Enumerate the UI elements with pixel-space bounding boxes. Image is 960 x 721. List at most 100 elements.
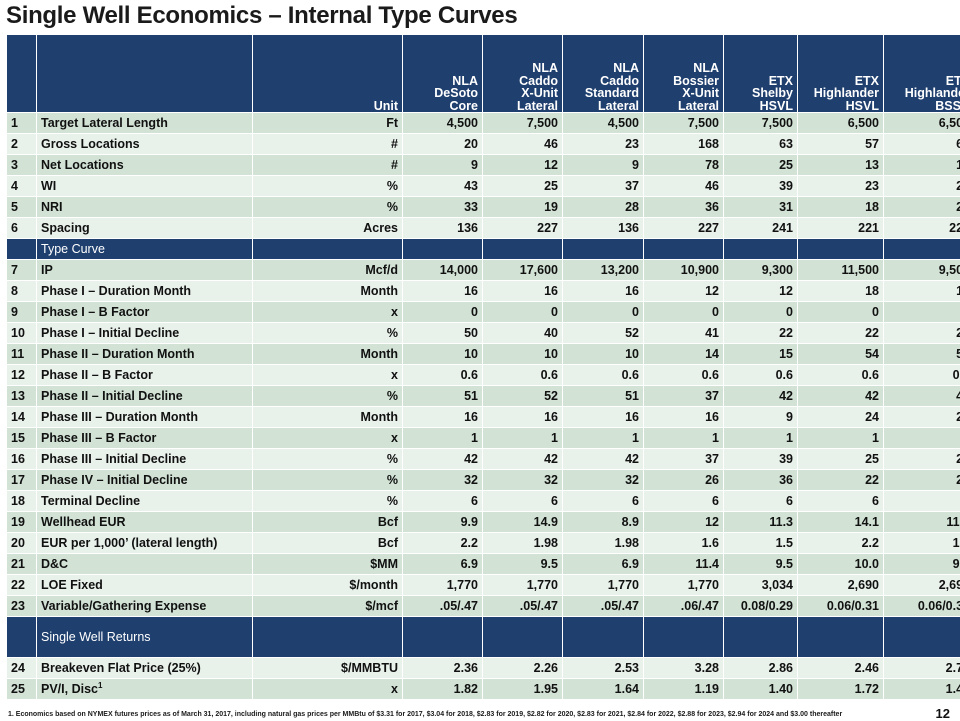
table-row: 6SpacingAcres136227136227241221223 <box>7 218 960 239</box>
row-value: 16 <box>483 281 563 302</box>
row-number: 13 <box>7 386 37 407</box>
row-value: 25 <box>798 449 884 470</box>
row-unit: % <box>253 449 403 470</box>
row-value: 7,500 <box>724 113 798 134</box>
row-value: 6 <box>644 491 724 512</box>
row-unit: % <box>253 470 403 491</box>
row-value: 26 <box>644 470 724 491</box>
row-value: 13,200 <box>563 260 644 281</box>
row-number: 4 <box>7 176 37 197</box>
row-unit: x <box>253 302 403 323</box>
row-value: 1,770 <box>563 575 644 596</box>
header-line: X-Unit <box>487 87 558 100</box>
row-label: Gross Locations <box>37 134 253 155</box>
row-value: 9 <box>724 407 798 428</box>
row-label-text: Phase II – Initial Decline <box>41 389 183 403</box>
row-value: 0 <box>644 302 724 323</box>
row-label-text: Phase I – Initial Decline <box>41 326 179 340</box>
row-number: 16 <box>7 449 37 470</box>
row-unit: $/mcf <box>253 596 403 617</box>
row-value: 9 <box>563 155 644 176</box>
row-value: 0 <box>403 302 483 323</box>
row-value: 9.9 <box>403 512 483 533</box>
row-label: Net Locations <box>37 155 253 176</box>
row-label-text: Wellhead EUR <box>41 515 126 529</box>
header-line: Standard <box>567 87 639 100</box>
row-label-text: NRI <box>41 200 63 214</box>
row-value: 10 <box>563 344 644 365</box>
row-unit: x <box>253 428 403 449</box>
row-value: 1.64 <box>563 679 644 700</box>
row-number: 8 <box>7 281 37 302</box>
row-number: 1 <box>7 113 37 134</box>
row-number: 12 <box>7 365 37 386</box>
row-value: 0.6 <box>798 365 884 386</box>
row-value: 10,900 <box>644 260 724 281</box>
row-label: Phase II – Initial Decline <box>37 386 253 407</box>
row-unit: Acres <box>253 218 403 239</box>
row-value: 2.36 <box>403 658 483 679</box>
row-value: 2.86 <box>724 658 798 679</box>
row-value: 23 <box>563 134 644 155</box>
section-cell <box>884 617 960 658</box>
header-line: DeSoto <box>407 87 478 100</box>
row-unit: Month <box>253 281 403 302</box>
row-value: 56 <box>884 344 960 365</box>
row-value: 65 <box>884 134 960 155</box>
row-value: 12 <box>644 281 724 302</box>
row-value: 22 <box>884 470 960 491</box>
row-value: 0.6 <box>884 365 960 386</box>
row-value: 0 <box>724 302 798 323</box>
row-value: 42 <box>798 386 884 407</box>
row-unit: % <box>253 491 403 512</box>
row-value: 52 <box>483 386 563 407</box>
row-value: 41 <box>644 323 724 344</box>
row-value: 11.4 <box>644 554 724 575</box>
row-label-text: WI <box>41 179 56 193</box>
row-value: 1 <box>403 428 483 449</box>
section-cell <box>253 617 403 658</box>
row-value: 168 <box>644 134 724 155</box>
row-label: Phase III – B Factor <box>37 428 253 449</box>
row-number: 22 <box>7 575 37 596</box>
row-value: 14.9 <box>483 512 563 533</box>
row-value: 0.06/0.31 <box>884 596 960 617</box>
row-value: 63 <box>724 134 798 155</box>
row-value: 39 <box>724 176 798 197</box>
row-value: .06/.47 <box>644 596 724 617</box>
row-unit: % <box>253 323 403 344</box>
row-label-text: LOE Fixed <box>41 578 103 592</box>
section-cell <box>884 239 960 260</box>
row-value: 42 <box>724 386 798 407</box>
row-value: 1 <box>724 428 798 449</box>
row-value: 221 <box>798 218 884 239</box>
row-value: 6 <box>483 491 563 512</box>
row-value: 2.46 <box>798 658 884 679</box>
row-label: Phase I – B Factor <box>37 302 253 323</box>
row-value: 33 <box>403 197 483 218</box>
header-line: Lateral <box>487 100 558 113</box>
row-value: 6 <box>724 491 798 512</box>
row-value: 1 <box>884 428 960 449</box>
row-value: 18 <box>798 281 884 302</box>
row-value: 22 <box>884 323 960 344</box>
row-label: Phase III – Duration Month <box>37 407 253 428</box>
row-value: 0 <box>563 302 644 323</box>
row-value: 1.95 <box>483 679 563 700</box>
row-value: 1.6 <box>644 533 724 554</box>
row-value: 13 <box>798 155 884 176</box>
row-label-text: IP <box>41 263 53 277</box>
row-unit: % <box>253 176 403 197</box>
row-value: 31 <box>724 197 798 218</box>
row-label-text: Phase III – Initial Decline <box>41 452 186 466</box>
row-value: 36 <box>724 470 798 491</box>
row-value: 50 <box>403 323 483 344</box>
row-label-text: Phase II – B Factor <box>41 368 153 382</box>
